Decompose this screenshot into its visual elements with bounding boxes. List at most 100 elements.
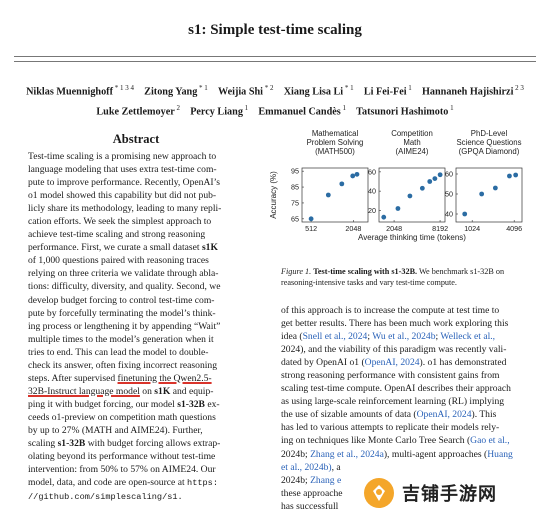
- figure-1: Accuracy (%) Mathematical Problem Solving(…: [268, 124, 536, 244]
- abstract-line: //github.com/simplescaling/s1.: [28, 492, 183, 503]
- data-point: [507, 173, 512, 179]
- abstract-line: performance. First, we curate a small da…: [28, 242, 218, 254]
- x-axis-label: Average thinking time (tokens): [358, 233, 466, 242]
- author-name: Emmanuel Candès: [258, 106, 341, 118]
- abstract-line: of 1,000 questions paired with reasoning…: [28, 255, 209, 267]
- y-tick-label: 75: [291, 198, 299, 207]
- panel-title: Problem Solving: [307, 138, 364, 147]
- y-tick-label: 60: [368, 167, 376, 176]
- y-tick-label: 60: [445, 170, 453, 179]
- author-name: Zitong Yang: [144, 86, 198, 98]
- watermark-logo-icon: [364, 478, 394, 508]
- abstract-body: Test-time scaling is a promising new app…: [28, 150, 246, 504]
- intro-line: idea (Snell et al., 2024; Wu et al., 202…: [281, 331, 496, 343]
- author-line: Luke Zettlemoyer 2 Percy Liang 1 Emmanue…: [10, 100, 540, 120]
- panel-frame: [378, 167, 446, 223]
- abstract-line: cation efforts. We seek the simplest app…: [28, 216, 212, 228]
- panel-title: Math: [403, 138, 420, 147]
- author-affiliation: * 1: [197, 84, 208, 92]
- panel-frame: [455, 167, 523, 223]
- data-point: [308, 216, 314, 222]
- x-tick-label: 2048: [386, 224, 402, 233]
- author-name: Xiang Lisa Li: [283, 86, 344, 98]
- data-point: [419, 185, 425, 191]
- data-point: [427, 179, 433, 184]
- intro-line: as using large-scale reinforcement learn…: [281, 396, 505, 408]
- abstract-line: 32B-Instruct language model on s1K and e…: [28, 385, 214, 397]
- panel-title: (AIME24): [396, 147, 429, 156]
- abstract-line: achieve test-time scaling and strong rea…: [28, 229, 206, 241]
- author-name: Percy Liang: [190, 106, 243, 118]
- intro-line: scaling test-time compute. OpenAI descri…: [281, 383, 511, 395]
- x-tick-label: 512: [305, 224, 317, 233]
- abstract-line: ing process or lengthening it by appendi…: [28, 320, 221, 332]
- abstract-line: pute to improve performance. Recently, O…: [28, 177, 220, 189]
- intro-line: 2024), and the viability of this paradig…: [281, 344, 507, 356]
- abstract-line: by up to 27% (MATH and AIME24). Further,: [28, 424, 203, 436]
- abstract-line: multiple times to the model’s generation…: [28, 333, 214, 345]
- data-point: [407, 193, 413, 199]
- paper-title: s1: Simple test-time scaling: [188, 22, 362, 38]
- author-affiliation: 2: [174, 104, 181, 113]
- watermark-text: 吉铺手游网: [402, 484, 497, 505]
- intro-line: has successfull: [281, 500, 339, 512]
- intro-line: dated by OpenAI o1 (OpenAI, 2024). o1 ha…: [281, 357, 507, 369]
- data-point: [492, 185, 498, 191]
- data-point: [381, 214, 387, 220]
- data-point: [513, 172, 519, 178]
- data-point: [479, 191, 485, 197]
- abstract-line: relying on three criteria we validate th…: [28, 268, 219, 280]
- title-rule-bottom: [14, 61, 536, 62]
- intro-text: of this approach is to increase the comp…: [281, 304, 537, 513]
- intro-line: of this approach is to increase the comp…: [281, 305, 500, 316]
- author-affiliation: 1: [448, 104, 454, 113]
- author-affiliation: * 2: [263, 84, 274, 92]
- data-point: [432, 176, 438, 182]
- abstract-line: olating beyond its performance without t…: [28, 451, 216, 463]
- x-tick-label: 8192: [432, 224, 448, 233]
- data-point: [339, 181, 345, 187]
- abstract-line: language modeling that uses extra test-t…: [28, 164, 217, 176]
- data-point: [395, 206, 401, 211]
- author-name: Tatsunori Hashimoto: [356, 106, 449, 118]
- author-name: Li Fei-Fei: [363, 86, 407, 98]
- abstract-line: develop budget forcing to control test-t…: [28, 294, 215, 306]
- abstract-line: steps. After supervised finetuning the Q…: [28, 372, 212, 384]
- author-name: Hannaneh Hajishirzi: [421, 86, 514, 98]
- y-tick-label: 65: [291, 214, 299, 223]
- intro-line: 2024b; Zhang e: [281, 474, 342, 486]
- y-tick-label: 85: [291, 183, 299, 192]
- caption-bold: Test-time scaling with s1-32B.: [313, 267, 418, 276]
- panel-title: Competition: [391, 129, 433, 138]
- abstract-line: licly share its methodology, leading to …: [28, 203, 222, 215]
- abstract-line: scaling s1-32B with budget forcing allow…: [28, 438, 221, 450]
- y-tick-label: 40: [368, 187, 376, 196]
- abstract-line: pute by forcefully terminating the model…: [28, 307, 216, 319]
- intro-line: ing on techniques like Monte Carlo Tree …: [281, 435, 510, 447]
- x-tick-label: 2048: [345, 224, 361, 233]
- author-name: Luke Zettlemoyer: [96, 106, 175, 118]
- panel-title: (MATH500): [315, 147, 355, 156]
- abstract-heading: Abstract: [112, 132, 160, 146]
- author-affiliation: 2 3: [513, 84, 524, 92]
- author-affiliation: 1: [340, 104, 346, 113]
- author-affiliation: 1: [406, 84, 412, 92]
- x-tick-label: 1024: [464, 224, 480, 233]
- data-point: [437, 172, 443, 178]
- data-point: [350, 173, 356, 179]
- author-list: Niklas Muennighoff * 1 3 4 Zitong Yang *…: [10, 80, 540, 121]
- caption-rest: We benchmark s1-32B on reasoning-intensi…: [281, 267, 505, 287]
- abstract-line: tions: difficulty, diversity, and qualit…: [28, 281, 221, 293]
- y-tick-label: 40: [445, 210, 453, 219]
- abstract-line: tries to end. This can lead the model to…: [28, 346, 209, 358]
- panel-title: (GPQA Diamond): [459, 147, 520, 156]
- abstract-line: intervention: from 50% to 57% on AIME24.…: [28, 464, 216, 476]
- intro-line: the use of sizable amounts of data (Open…: [281, 409, 497, 421]
- panel-title: Science Questions: [456, 138, 521, 147]
- title-rule-top: [14, 56, 536, 57]
- abstract-line: Test-time scaling is a promising new app…: [28, 151, 217, 162]
- author-name: Niklas Muennighoff: [26, 86, 113, 98]
- data-point: [462, 211, 468, 217]
- intro-line: has led to various attempts to replicate…: [281, 422, 500, 434]
